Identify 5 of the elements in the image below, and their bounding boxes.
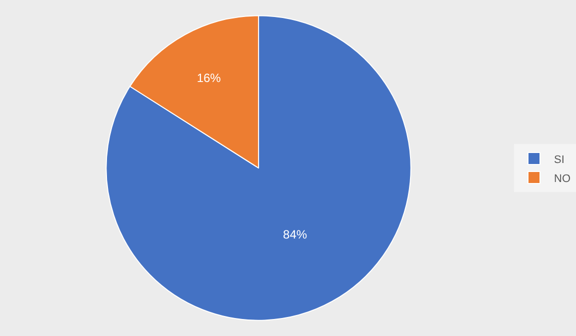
legend-label: NO [554,172,571,185]
data-label: 84% [283,228,308,242]
legend-label: SI [554,154,564,166]
pie-slice [106,15,412,321]
data-label: 16% [196,70,222,85]
